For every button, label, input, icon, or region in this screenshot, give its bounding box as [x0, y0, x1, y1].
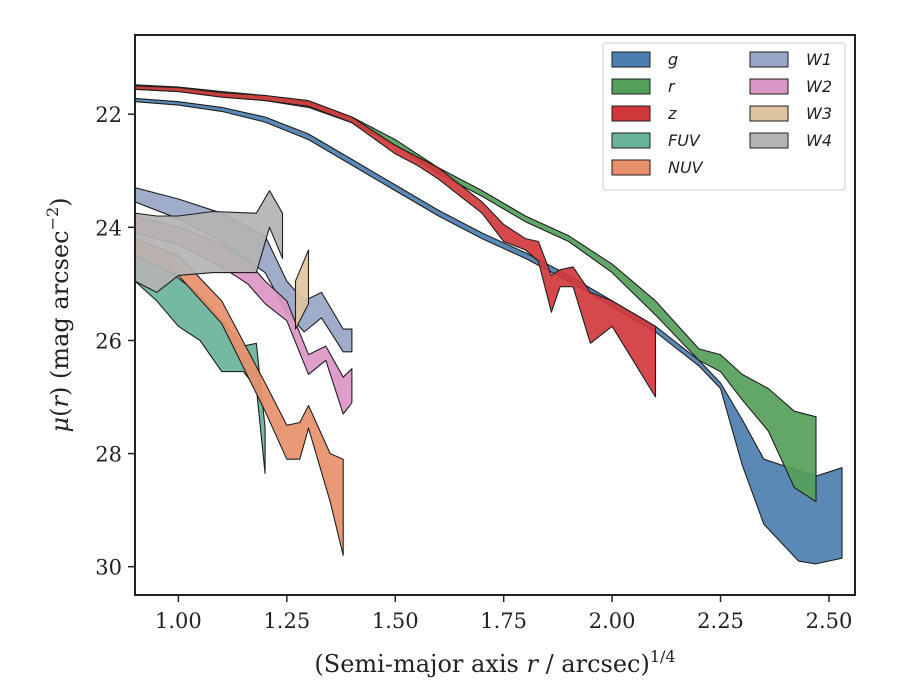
legend-item-w1: W1: [749, 50, 832, 69]
x-axis: 1.00 1.25 1.50 1.75 2.00 2.25 2.50: [155, 595, 852, 633]
legend-swatch: [749, 51, 789, 68]
series-band-w4: [135, 190, 284, 293]
series-band-g: [135, 97, 843, 565]
legend-swatch: [611, 51, 651, 68]
legend-label: FUV: [668, 131, 701, 150]
y-tick-label: 24: [95, 216, 122, 240]
legend-label: W1: [806, 50, 832, 69]
x-tick-label: 1.00: [155, 609, 202, 633]
series-band-nuv: [135, 238, 344, 556]
legend-swatch: [611, 132, 651, 149]
legend-swatch: [749, 78, 789, 95]
legend-swatch: [749, 105, 789, 122]
legend-swatch: [611, 159, 651, 176]
legend-label: W2: [806, 77, 832, 96]
series-band-z: [135, 85, 657, 398]
x-tick-label: 1.75: [480, 609, 527, 633]
plot-frame: [134, 34, 856, 596]
legend-item-fuv: FUV: [611, 131, 701, 150]
x-tick-label: 1.50: [372, 609, 419, 633]
legend-label: g: [668, 50, 678, 69]
legend-swatch: [611, 105, 651, 122]
legend-item-r: r: [611, 77, 676, 96]
x-axis-label: (Semi-major axis r / arcsec)1/4: [314, 647, 675, 678]
legend-swatch: [749, 132, 789, 149]
legend-item-z: z: [611, 104, 677, 123]
y-tick-label: 30: [95, 556, 122, 580]
x-tick-label: 2.50: [806, 609, 853, 633]
legend-item-w3: W3: [749, 104, 832, 123]
legend-item-w2: W2: [749, 77, 832, 96]
x-tick-label: 2.00: [589, 609, 636, 633]
x-tick-label: 2.25: [697, 609, 744, 633]
legend-item-nuv: NUV: [611, 158, 704, 177]
series-band-w3: [294, 249, 310, 330]
legend-swatch: [611, 78, 651, 95]
legend-label: NUV: [668, 158, 704, 177]
series-layer: [135, 84, 843, 565]
legend-label: W3: [806, 104, 832, 123]
y-tick-label: 26: [95, 329, 122, 353]
x-tick-label: 1.25: [263, 609, 310, 633]
y-tick-label: 28: [95, 443, 122, 467]
legend-label: r: [668, 77, 676, 96]
legend-item-w4: W4: [749, 131, 832, 150]
legend-label: W4: [806, 131, 832, 150]
y-tick-label: 22: [95, 103, 122, 127]
legend-label: z: [667, 104, 677, 123]
legend-item-g: g: [611, 50, 678, 69]
y-axis-label: μ(r) (mag arcsec−2): [43, 197, 74, 432]
y-axis: 22 24 26 28 30: [95, 103, 135, 580]
legend: grz FUV NUV W1 W2 W3 W4: [602, 42, 846, 191]
